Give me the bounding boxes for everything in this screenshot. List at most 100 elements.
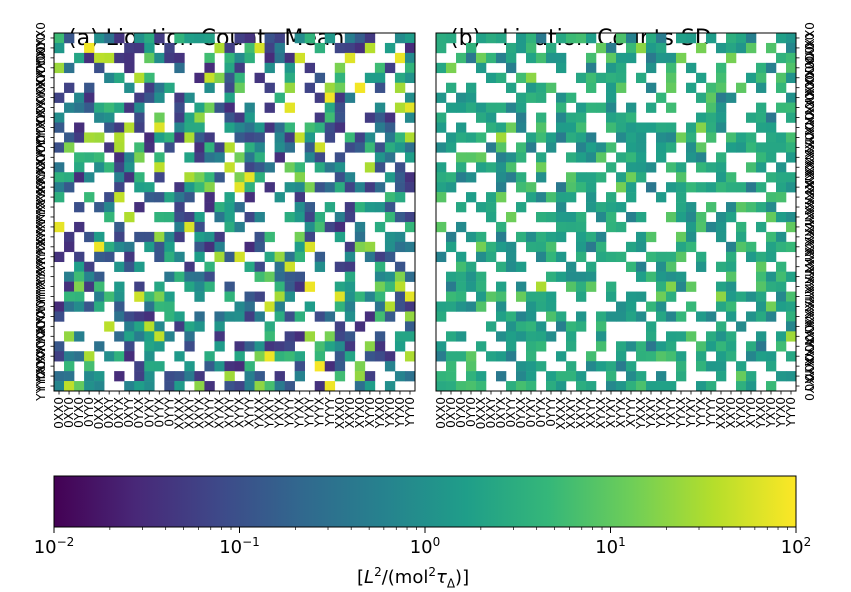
heatmap-cell — [496, 301, 507, 312]
heatmap-cell — [344, 271, 356, 282]
heatmap-cell — [456, 172, 467, 183]
heatmap-cell — [716, 122, 727, 133]
heatmap-cell — [374, 162, 386, 173]
heatmap-cell — [334, 182, 346, 193]
heatmap-cell — [384, 241, 396, 253]
heatmap-cell — [666, 82, 677, 93]
heatmap-cell — [776, 102, 787, 113]
heatmap-cell — [404, 212, 416, 223]
heatmap-cell — [294, 172, 305, 183]
heatmap-cell — [204, 33, 215, 44]
y-tick-label: XXYY — [34, 171, 48, 203]
heatmap-cell — [546, 42, 557, 54]
heatmap-cell — [264, 341, 275, 352]
heatmap-cell — [786, 132, 797, 143]
heatmap-cell — [566, 261, 577, 272]
heatmap-cell — [204, 52, 215, 64]
heatmap-cell — [606, 361, 617, 372]
heatmap-cell — [214, 341, 225, 352]
heatmap-cell — [104, 102, 115, 113]
heatmap-cell — [194, 251, 205, 263]
heatmap-cell — [766, 231, 777, 243]
heatmap-cell — [446, 182, 457, 193]
heatmap-cell — [716, 212, 727, 223]
heatmap-cell — [344, 92, 356, 103]
heatmap-cell — [374, 251, 386, 263]
x-tick-label: YYYX — [313, 397, 327, 428]
heatmap-cell — [536, 172, 547, 183]
heatmap-cell — [756, 311, 767, 322]
heatmap-cell — [134, 321, 145, 332]
heatmap-cell — [786, 221, 797, 233]
heatmap-cell — [676, 231, 687, 243]
heatmap-cell — [244, 341, 255, 352]
heatmap-cell — [756, 331, 767, 342]
heatmap-cell — [354, 381, 366, 392]
heatmap-cell — [384, 311, 396, 322]
heatmap-cell — [144, 321, 155, 332]
heatmap-cell — [636, 212, 647, 223]
heatmap-cell — [686, 212, 697, 223]
heatmap-cell — [716, 331, 727, 342]
heatmap-cell — [234, 122, 245, 133]
heatmap-cell — [626, 311, 637, 322]
heatmap-cell — [716, 361, 727, 372]
heatmap-cell — [526, 182, 537, 193]
heatmap-cell — [566, 192, 577, 203]
heatmap-cell — [536, 122, 547, 133]
heatmap-cell — [536, 162, 547, 173]
heatmap-cell — [526, 132, 537, 143]
heatmap-cell — [536, 212, 547, 223]
heatmap-cell — [304, 331, 316, 342]
heatmap-cell — [526, 341, 537, 352]
heatmap-cell — [154, 112, 165, 123]
heatmap-cell — [234, 301, 245, 312]
y-tick-label: 0YXY — [34, 112, 48, 143]
heatmap-cell — [94, 162, 105, 173]
x-tick-label: XYXY — [222, 396, 236, 428]
heatmap-cell — [74, 52, 85, 64]
heatmap-cell — [404, 271, 416, 282]
heatmap-cell — [556, 182, 567, 193]
heatmap-cell — [496, 122, 507, 133]
heatmap-cell — [526, 192, 537, 203]
heatmap-cell — [786, 241, 797, 253]
heatmap-cell — [676, 251, 687, 263]
heatmap-cell — [334, 341, 346, 352]
heatmap-cell — [626, 112, 637, 123]
heatmap-cell — [656, 92, 667, 103]
x-tick-label: XYYX — [233, 397, 247, 428]
heatmap-cell — [364, 202, 376, 213]
heatmap-cell — [726, 212, 737, 223]
heatmap-cell — [526, 331, 537, 342]
heatmap-cell — [234, 361, 245, 372]
heatmap-cell — [324, 361, 336, 372]
heatmap-cell — [776, 301, 787, 312]
heatmap-cell — [244, 52, 255, 64]
heatmap-cell — [174, 251, 185, 263]
heatmap-cell — [536, 82, 547, 93]
heatmap-cell — [314, 152, 326, 163]
heatmap-cell — [446, 291, 457, 302]
heatmap-cell — [646, 182, 657, 193]
heatmap-cell — [304, 152, 316, 163]
heatmap-cell — [576, 241, 587, 253]
heatmap-cell — [114, 311, 125, 322]
heatmap-cell — [364, 112, 376, 123]
heatmap-cell — [204, 132, 215, 143]
heatmap-cell — [456, 102, 467, 113]
heatmap-cell — [586, 202, 597, 213]
heatmap-cell — [516, 381, 527, 392]
heatmap-cell — [154, 212, 165, 223]
heatmap-cell — [164, 271, 175, 282]
x-tick-label: 0XYX — [494, 397, 508, 428]
heatmap-cell — [164, 301, 175, 312]
heatmap-cell — [214, 212, 225, 223]
heatmap-cell — [344, 182, 356, 193]
heatmap-cell — [616, 132, 627, 143]
heatmap-cell — [254, 172, 265, 183]
heatmap-cell — [184, 331, 195, 342]
heatmap-cell — [174, 33, 185, 44]
heatmap-cell — [476, 291, 487, 302]
heatmap-cell — [626, 381, 637, 392]
